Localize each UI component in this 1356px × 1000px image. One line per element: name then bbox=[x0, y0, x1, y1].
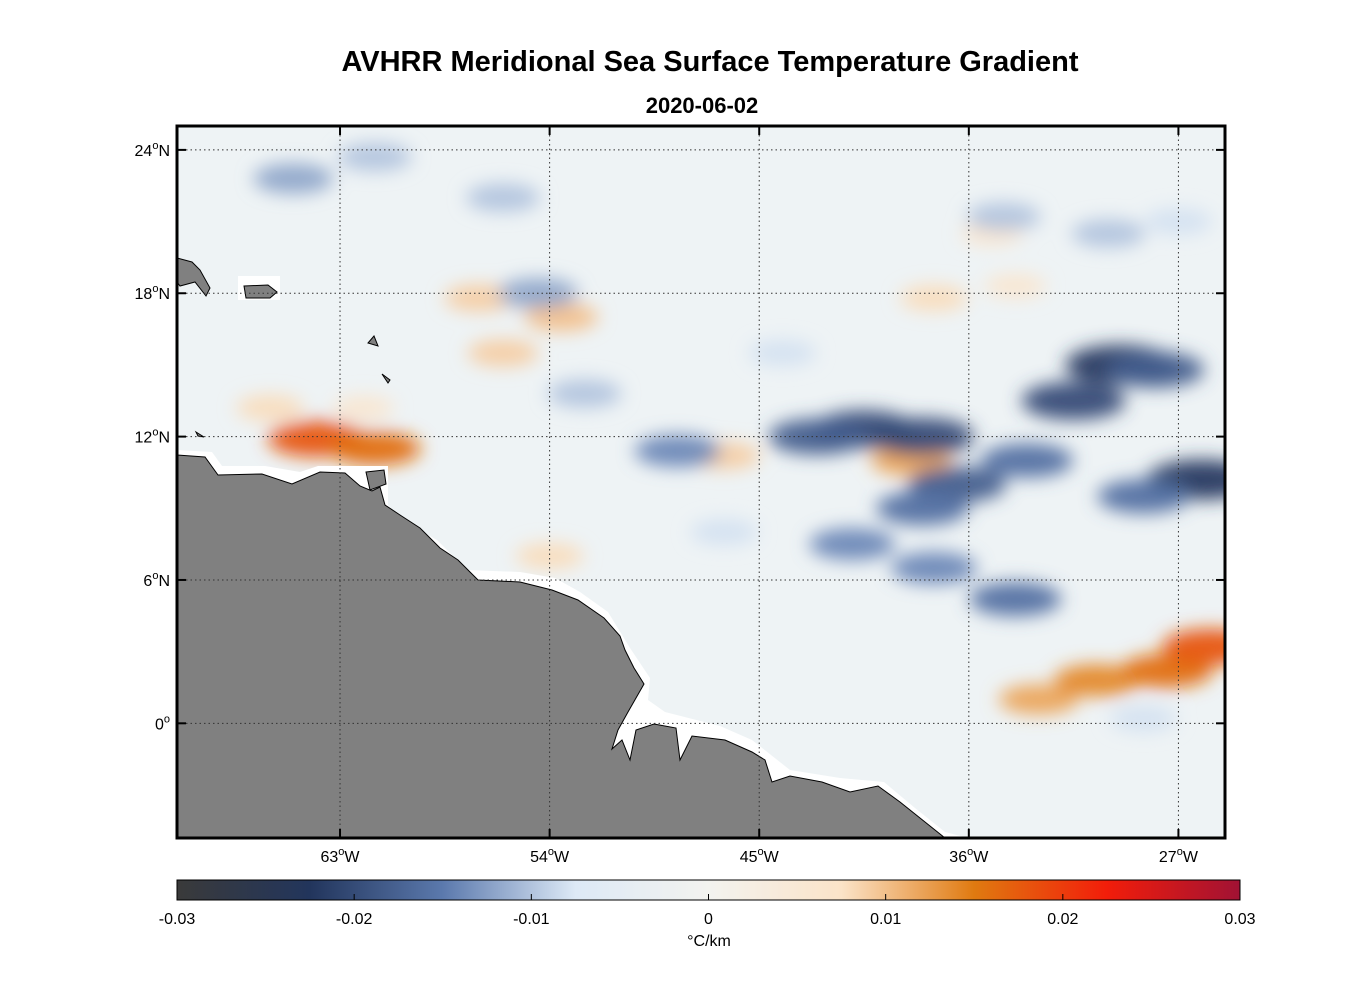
gradient-feature bbox=[634, 434, 721, 467]
gradient-feature bbox=[748, 339, 817, 366]
gradient-feature bbox=[899, 285, 968, 312]
gradient-field bbox=[236, 143, 1225, 732]
land-south-america bbox=[177, 454, 946, 838]
colorbar-tick-label: 0.03 bbox=[1224, 911, 1255, 928]
chart-subtitle: 2020-06-02 bbox=[645, 93, 759, 118]
grid-lines bbox=[177, 126, 1225, 838]
colorbar-tick-label: 0 bbox=[704, 911, 713, 928]
gradient-feature bbox=[524, 303, 599, 332]
colorbar-tick-label: 0.02 bbox=[1047, 911, 1078, 928]
x-tick-label: 63oW bbox=[321, 846, 361, 866]
gradient-feature bbox=[984, 274, 1047, 299]
gradient-feature bbox=[969, 582, 1062, 617]
x-tick-label: 45oW bbox=[740, 846, 780, 866]
gradient-feature bbox=[547, 379, 622, 408]
gradient-feature bbox=[870, 417, 975, 456]
gradient-feature bbox=[690, 519, 759, 546]
colorbar-unit-label: °C/km bbox=[687, 933, 731, 950]
plot-frame bbox=[175, 124, 1227, 840]
land-guadeloupe bbox=[367, 335, 379, 347]
gradient-feature bbox=[515, 543, 584, 570]
gradient-feature bbox=[253, 163, 334, 194]
colorbar: -0.03 -0.02 -0.01 0 0.01 0.02 0.03 bbox=[159, 879, 1256, 928]
gradient-feature bbox=[236, 394, 305, 421]
y-tick-label: 18oN bbox=[135, 283, 170, 303]
gradient-feature bbox=[1021, 381, 1126, 420]
colorbar-tick-label: -0.02 bbox=[336, 911, 373, 928]
land-martinique bbox=[381, 373, 391, 384]
x-tick-label: 27oW bbox=[1159, 846, 1199, 866]
x-tick-label: 54oW bbox=[530, 846, 570, 866]
gradient-feature bbox=[337, 143, 412, 172]
gradient-feature bbox=[1109, 705, 1178, 732]
gradient-feature bbox=[876, 491, 969, 526]
y-tick-label: 24oN bbox=[135, 140, 170, 160]
gradient-feature bbox=[981, 443, 1074, 478]
gradient-feature bbox=[998, 684, 1079, 715]
colorbar-tick-label: -0.03 bbox=[159, 911, 196, 928]
gradient-feature bbox=[1097, 479, 1190, 514]
y-tick-label: 12oN bbox=[135, 427, 170, 447]
gradient-feature bbox=[890, 552, 977, 585]
gradient-feature bbox=[1053, 664, 1140, 697]
gradient-feature bbox=[1106, 351, 1205, 388]
x-tick-label: 36oW bbox=[949, 846, 989, 866]
gradient-feature bbox=[1071, 219, 1146, 248]
gradient-feature bbox=[966, 202, 1041, 231]
y-tick-label: 6oN bbox=[143, 570, 170, 590]
gradient-feature bbox=[467, 339, 539, 367]
colorbar-tick-label: 0.01 bbox=[870, 911, 901, 928]
gradient-feature bbox=[332, 395, 395, 420]
colorbar-tick-label: -0.01 bbox=[513, 911, 550, 928]
land-lesser-antilles-a bbox=[243, 284, 278, 299]
gradient-feature bbox=[328, 431, 421, 466]
chart-title: AVHRR Meridional Sea Surface Temperature… bbox=[341, 46, 1079, 78]
land-trinidad bbox=[365, 469, 387, 491]
gradient-feature bbox=[466, 183, 541, 212]
gradient-feature bbox=[1162, 628, 1225, 665]
gradient-feature bbox=[444, 284, 516, 312]
y-tick-label: 0o bbox=[155, 713, 170, 733]
gradient-feature bbox=[809, 528, 896, 561]
axis-ticks: 63oW 54oW 45oW 36oW 27oW 24oN 18oN 12oN 6oN 0o bbox=[135, 126, 1225, 866]
